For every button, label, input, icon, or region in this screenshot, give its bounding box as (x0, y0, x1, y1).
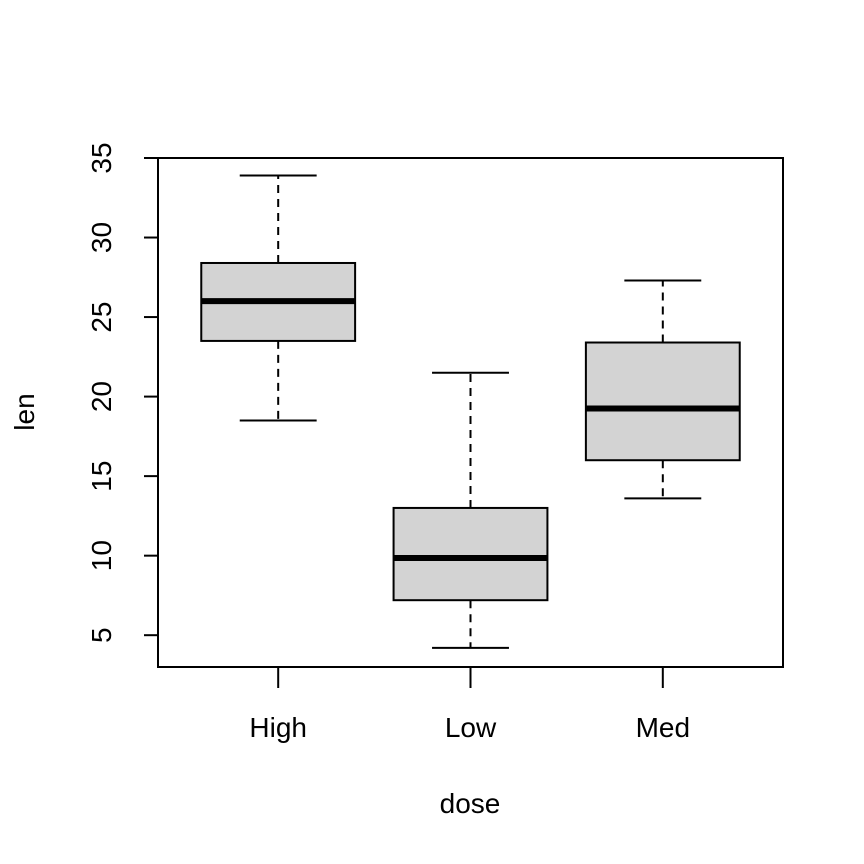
y-tick-label: 25 (86, 301, 117, 332)
x-tick-label: High (249, 712, 307, 743)
x-tick-label: Med (636, 712, 690, 743)
y-tick-label: 10 (86, 540, 117, 571)
y-tick-label: 35 (86, 142, 117, 173)
x-axis-label: dose (440, 788, 501, 819)
x-axis: High Low Med (249, 667, 690, 743)
y-tick-label: 20 (86, 381, 117, 412)
y-tick-label: 5 (86, 627, 117, 643)
y-tick-label: 30 (86, 222, 117, 253)
y-axis: 5 10 15 20 25 30 35 (86, 142, 159, 643)
box-low (392, 506, 549, 602)
boxes (200, 174, 741, 649)
x-tick-label: Low (445, 712, 497, 743)
box-med (584, 341, 741, 462)
y-axis-label: len (9, 393, 40, 430)
y-tick-label: 15 (86, 461, 117, 492)
